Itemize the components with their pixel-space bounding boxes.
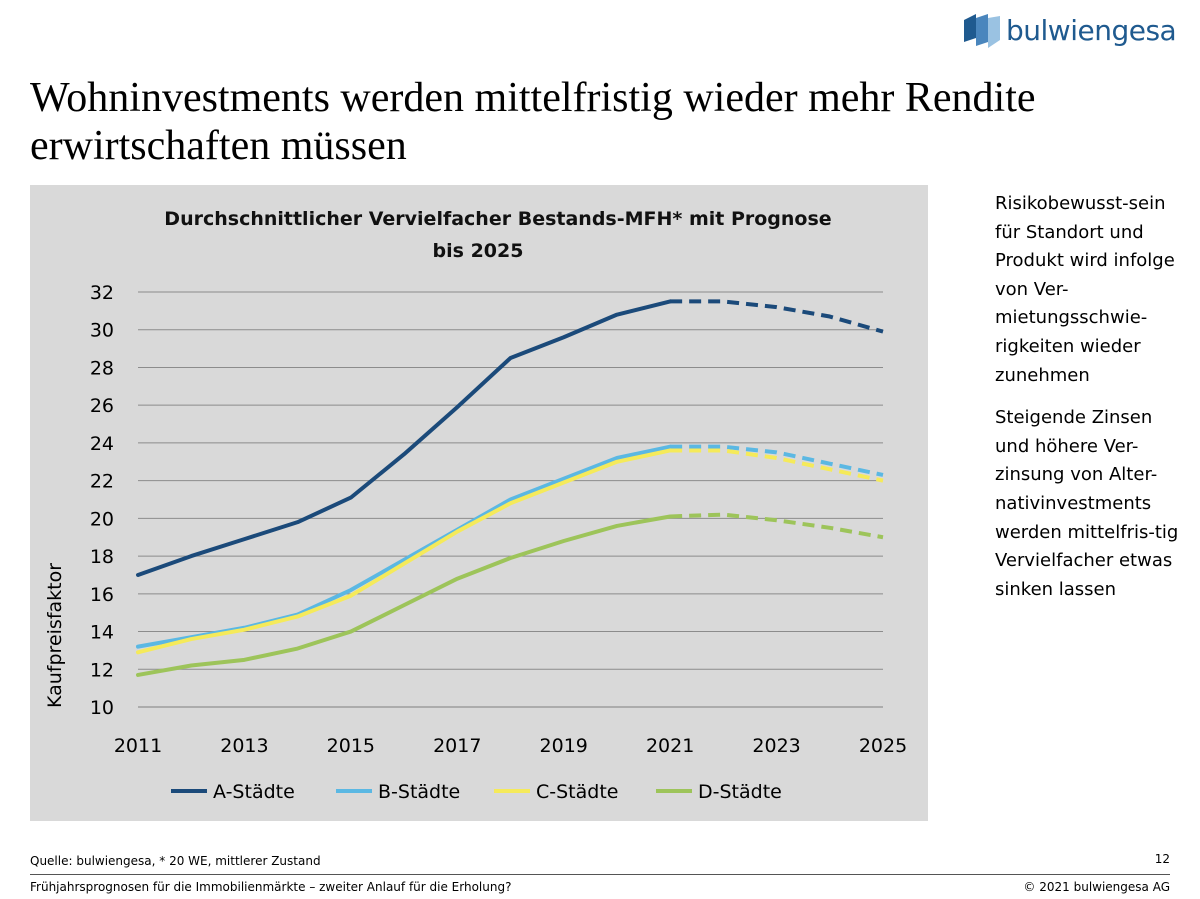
legend-label: B-Städte — [378, 781, 460, 803]
y-tick-label: 16 — [90, 584, 114, 606]
y-tick-label: 32 — [90, 282, 114, 304]
legend: A-Städte B-Städte C-Städte D-Städte — [171, 781, 782, 803]
series-lines — [136, 299, 884, 677]
side-paragraph-1: Risikobewusst-sein für Standort und Prod… — [995, 193, 1175, 386]
footer-divider — [30, 874, 1170, 875]
y-tick-label: 24 — [90, 433, 114, 455]
y-tick-label: 26 — [90, 395, 114, 417]
legend-label: A-Städte — [213, 781, 295, 803]
x-tick-label: 2013 — [220, 735, 268, 757]
page-title: Wohninvestments werden mittelfristig wie… — [30, 75, 1036, 169]
chart-panel: Durchschnittlicher Vervielfacher Bestand… — [30, 185, 928, 821]
brand-logo: bulwiengesa — [962, 12, 1182, 52]
side-commentary: Risikobewusst-sein für Standort und Prod… — [995, 190, 1185, 618]
series-line-forecast — [670, 512, 884, 540]
series-line-forecast — [670, 299, 884, 334]
series-line-forecast — [670, 448, 884, 483]
y-tick-label: 20 — [90, 508, 114, 530]
x-tick-label: 2011 — [114, 735, 162, 757]
x-tick-label: 2025 — [859, 735, 907, 757]
x-axis-ticks: 2011 2013 2015 2017 2019 2021 2023 2025 — [114, 735, 907, 757]
footer-copyright: © 2021 bulwiengesa AG — [1023, 880, 1170, 894]
logo-mark-icon — [964, 14, 1000, 48]
series-line-actual — [136, 448, 673, 655]
chart-title-line-2: bis 2025 — [433, 240, 524, 262]
y-axis-label: Kaufpreisfaktor — [44, 563, 66, 708]
x-tick-label: 2017 — [433, 735, 481, 757]
legend-label: D-Städte — [698, 781, 782, 803]
y-tick-label: 28 — [90, 357, 114, 379]
page-number: 12 — [1154, 852, 1170, 866]
x-tick-label: 2023 — [752, 735, 800, 757]
y-tick-label: 10 — [90, 697, 114, 719]
y-tick-label: 12 — [90, 659, 114, 681]
side-paragraph-2: Steigende Zinsen und höhere Ver-zinsung … — [995, 407, 1179, 600]
y-tick-label: 30 — [90, 320, 114, 342]
y-axis-ticks: 10 12 14 16 18 20 22 24 26 28 30 32 — [90, 282, 114, 719]
line-chart: Durchschnittlicher Vervielfacher Bestand… — [44, 208, 907, 803]
y-tick-label: 18 — [90, 546, 114, 568]
y-tick-label: 14 — [90, 622, 114, 644]
source-note: Quelle: bulwiengesa, * 20 WE, mittlerer … — [30, 854, 321, 868]
x-tick-label: 2015 — [327, 735, 375, 757]
x-tick-label: 2019 — [540, 735, 588, 757]
footer-caption: Frühjahrsprognosen für die Immobilienmär… — [30, 880, 512, 894]
series-line-actual — [136, 514, 673, 677]
series-line-forecast — [670, 444, 884, 477]
y-tick-label: 22 — [90, 471, 114, 493]
chart-title-line-1: Durchschnittlicher Vervielfacher Bestand… — [164, 208, 831, 230]
series-line-actual — [136, 299, 673, 577]
legend-label: C-Städte — [536, 781, 618, 803]
x-tick-label: 2021 — [646, 735, 694, 757]
brand-name: bulwiengesa — [1006, 14, 1177, 47]
